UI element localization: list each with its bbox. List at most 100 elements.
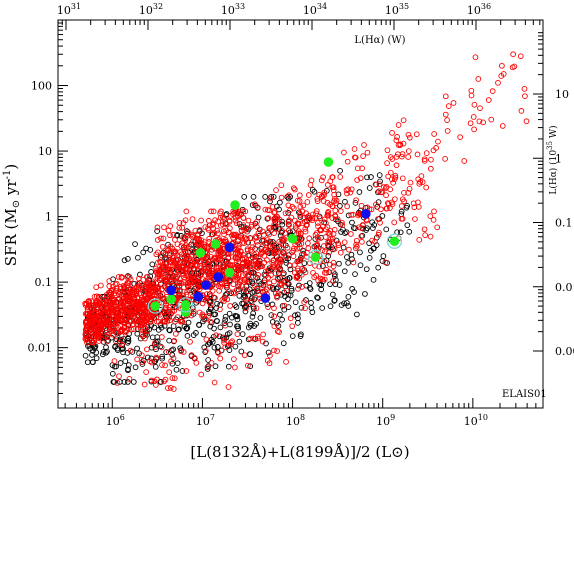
data-point: [231, 232, 238, 239]
data-point: [331, 246, 338, 252]
data-point: [177, 318, 184, 325]
data-point: [351, 146, 358, 152]
data-point: [411, 204, 418, 211]
data-point: [354, 165, 361, 172]
data-point: [254, 224, 260, 230]
data-point: [470, 114, 477, 120]
ring-marker: [147, 298, 163, 314]
data-point: [329, 184, 336, 191]
data-point: [82, 326, 89, 333]
data-point: [112, 344, 118, 350]
data-point: [183, 368, 190, 374]
data-point: [286, 192, 292, 199]
data-point: [224, 343, 231, 350]
data-point: [265, 267, 272, 273]
data-point: [368, 206, 375, 213]
data-point: [290, 247, 297, 254]
data-point: [255, 260, 262, 267]
data-point: [196, 309, 203, 316]
data-point: [183, 291, 190, 298]
data-point: [233, 287, 240, 293]
data-point: [236, 221, 243, 227]
data-point: [159, 334, 165, 340]
data-point: [383, 205, 390, 212]
data-point: [105, 337, 112, 344]
data-point: [261, 252, 268, 259]
data-point: [262, 194, 269, 200]
data-point: [353, 237, 360, 244]
data-point: [277, 267, 284, 273]
data-point: [230, 281, 237, 288]
data-point: [208, 360, 215, 366]
data-point: [192, 258, 198, 265]
data-point: [280, 271, 286, 278]
data-point: [239, 300, 245, 307]
data-point: [480, 119, 486, 126]
data-point: [175, 326, 182, 333]
data-point: [307, 284, 313, 291]
data-point: [289, 228, 296, 235]
data-point: [254, 204, 261, 211]
data-point: [272, 290, 279, 297]
data-point: [140, 357, 147, 364]
data-point: [145, 313, 152, 319]
data-point: [245, 362, 251, 369]
data-point: [344, 203, 351, 210]
data-point: [222, 317, 229, 323]
data-point: [177, 249, 184, 255]
data-point: [234, 331, 241, 338]
data-point: [124, 282, 130, 289]
y-tick-label: 1: [45, 211, 52, 224]
data-point: [135, 322, 142, 328]
data-point: [127, 276, 134, 283]
y-tick-label: 0.1: [35, 276, 53, 289]
data-point: [164, 278, 171, 285]
data-point: [134, 345, 140, 352]
data-point: [159, 362, 165, 368]
data-point: [95, 308, 101, 315]
data-point: [171, 268, 178, 274]
data-point: [305, 245, 312, 252]
data-point: [299, 284, 305, 290]
data-point: [165, 385, 171, 391]
data-point: [190, 308, 197, 315]
data-point: [183, 325, 190, 332]
data-point: [210, 208, 217, 215]
data-point: [120, 345, 126, 352]
data-point: [221, 320, 228, 326]
data-point: [399, 215, 406, 222]
data-point: [499, 62, 505, 69]
ringed-points: [147, 233, 403, 314]
data-point: [341, 239, 348, 246]
data-point: [335, 242, 342, 248]
data-point: [89, 339, 96, 346]
data-point: [172, 331, 179, 337]
x-axis-label: [L(8132Å)+L(8199Å)]/2 (L⊙): [190, 443, 409, 461]
data-point: [168, 347, 175, 354]
data-point: [341, 268, 348, 275]
data-point: [139, 294, 145, 301]
data-point: [354, 243, 360, 250]
y-axis-label-unit: yr: [2, 179, 20, 200]
data-point: [214, 256, 221, 263]
data-point: [120, 319, 127, 325]
data-point: [345, 186, 351, 193]
data-point: [137, 271, 143, 278]
data-point: [322, 248, 328, 255]
data-point: [134, 309, 141, 316]
data-point: [190, 273, 196, 280]
data-point: [188, 296, 195, 303]
data-point: [179, 368, 186, 374]
data-point: [148, 377, 155, 384]
data-point: [207, 302, 214, 308]
data-point: [135, 254, 141, 261]
data-point: [187, 281, 193, 288]
data-point: [370, 276, 377, 283]
data-point: [247, 320, 254, 327]
data-point: [405, 189, 412, 196]
data-point: [301, 260, 308, 267]
data-point: [167, 385, 174, 391]
data-point: [89, 351, 95, 358]
data-point: [267, 352, 273, 359]
top-tick-label: 1033: [221, 2, 245, 17]
